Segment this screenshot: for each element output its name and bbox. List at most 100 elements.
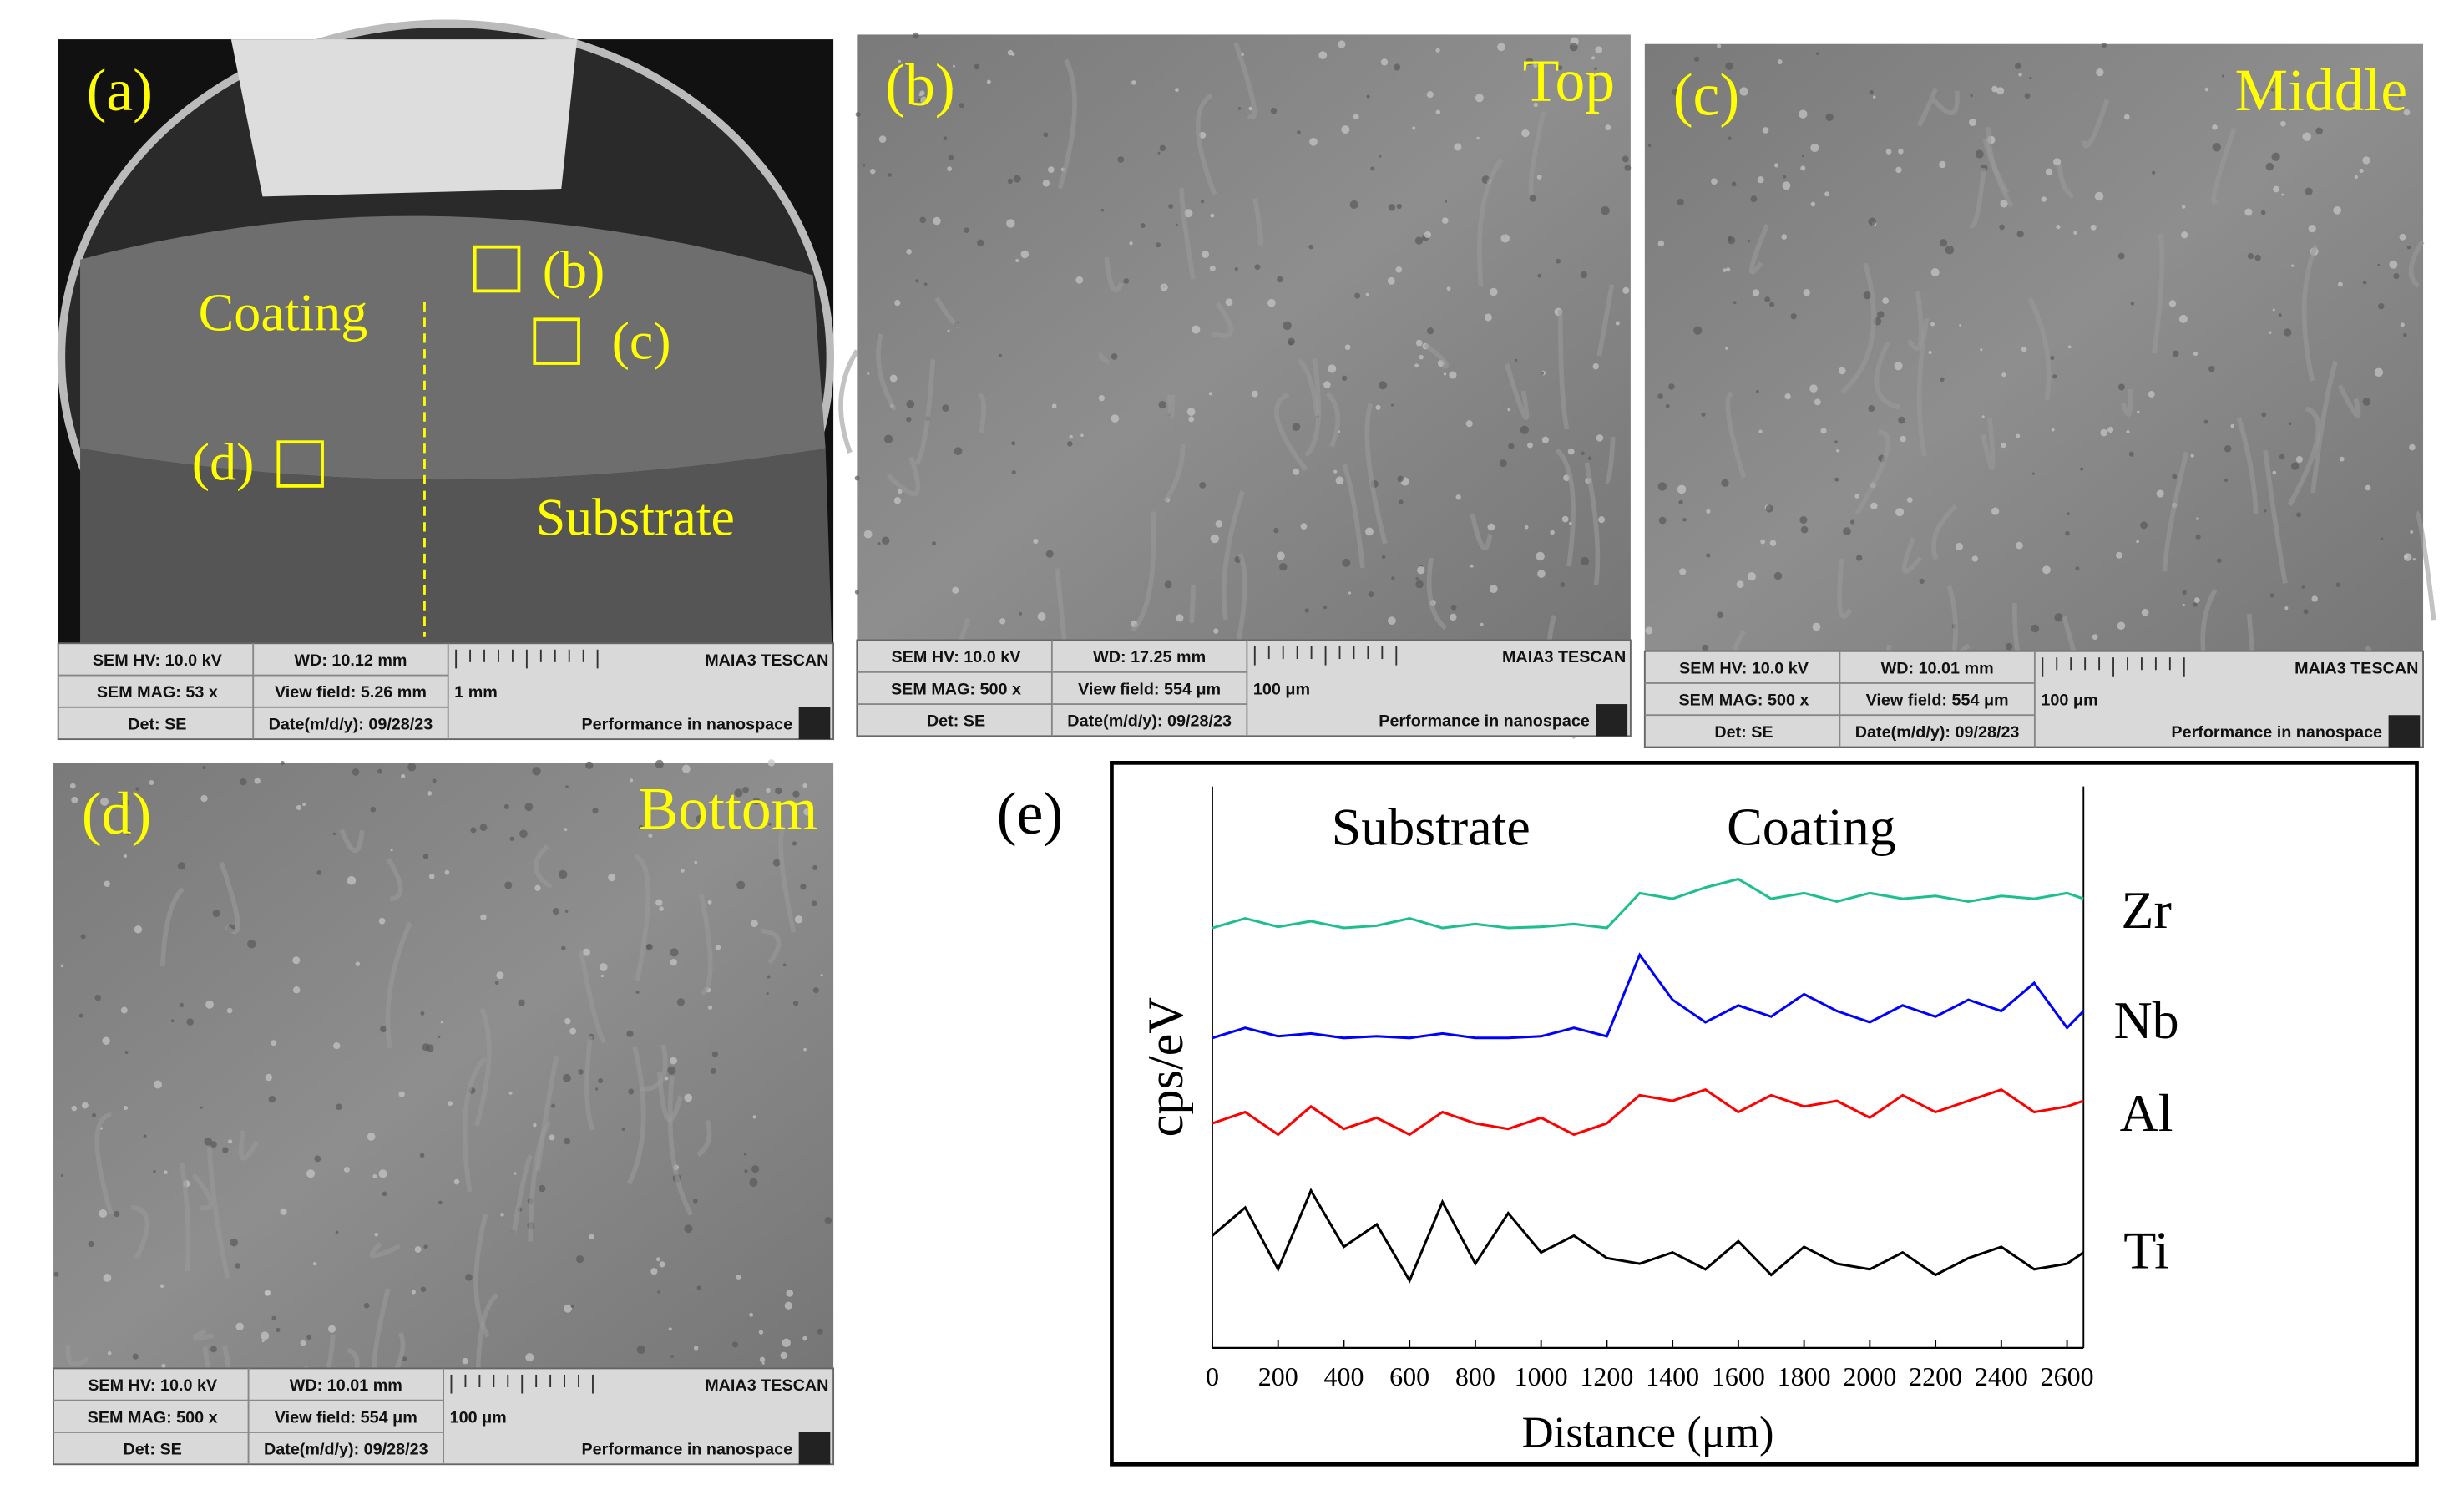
texture bbox=[1721, 479, 1729, 487]
texture bbox=[163, 1170, 168, 1175]
texture bbox=[766, 788, 771, 793]
texture bbox=[1441, 217, 1449, 224]
texture bbox=[707, 900, 712, 905]
texture bbox=[870, 168, 876, 175]
texture bbox=[1824, 191, 1830, 197]
texture bbox=[1388, 616, 1396, 625]
texture bbox=[1855, 555, 1863, 561]
texture bbox=[2096, 68, 2104, 77]
texture bbox=[1736, 580, 1744, 588]
texture bbox=[1450, 613, 1457, 621]
texture bbox=[959, 103, 964, 109]
texture bbox=[1598, 516, 1606, 524]
texture bbox=[974, 63, 980, 70]
texture bbox=[369, 1241, 402, 1259]
texture bbox=[1557, 65, 1563, 71]
texture bbox=[2362, 281, 2367, 285]
texture bbox=[161, 1363, 166, 1368]
texture bbox=[2337, 384, 2361, 418]
texture bbox=[226, 1007, 233, 1014]
texture bbox=[1940, 377, 1945, 383]
texture bbox=[794, 915, 803, 924]
texture bbox=[564, 910, 569, 913]
texture bbox=[1015, 259, 1019, 263]
x-tick-label: 1600 bbox=[1712, 1361, 1765, 1391]
texture bbox=[1645, 626, 1653, 635]
texture bbox=[2284, 606, 2289, 611]
texture bbox=[1007, 178, 1014, 185]
texture bbox=[696, 1285, 701, 1290]
texture bbox=[986, 79, 991, 84]
texture bbox=[1424, 342, 1450, 369]
texture bbox=[758, 1330, 764, 1335]
texture bbox=[53, 1271, 59, 1277]
texture bbox=[1968, 167, 1986, 229]
texture bbox=[514, 1172, 517, 1175]
texture bbox=[1380, 58, 1389, 66]
x-tick-label: 2400 bbox=[1975, 1361, 2028, 1391]
texture bbox=[1129, 241, 1133, 246]
texture bbox=[1234, 267, 1238, 271]
texture bbox=[2172, 350, 2179, 357]
texture bbox=[2410, 530, 2414, 534]
texture bbox=[1499, 459, 1507, 468]
texture bbox=[2359, 169, 2364, 174]
texture bbox=[2156, 489, 2164, 498]
texture bbox=[247, 940, 256, 949]
texture bbox=[710, 1067, 716, 1074]
texture bbox=[947, 329, 950, 332]
substrate bbox=[80, 448, 832, 644]
texture bbox=[803, 1047, 807, 1052]
texture bbox=[1723, 268, 1727, 272]
texture bbox=[954, 447, 963, 456]
texture bbox=[1390, 403, 1394, 407]
texture bbox=[2273, 185, 2279, 193]
texture bbox=[684, 1224, 693, 1234]
texture bbox=[352, 768, 360, 776]
texture bbox=[1799, 515, 1808, 525]
texture bbox=[838, 349, 859, 454]
texture bbox=[1470, 514, 1493, 550]
texture bbox=[1931, 90, 1960, 116]
texture bbox=[154, 1080, 163, 1089]
texture bbox=[1898, 149, 1904, 155]
texture bbox=[2056, 225, 2061, 230]
texture bbox=[1622, 155, 1629, 163]
texture bbox=[210, 1141, 217, 1148]
info-text: Performance in nanospace bbox=[581, 1441, 792, 1459]
texture bbox=[1414, 236, 1424, 245]
texture bbox=[1850, 519, 1855, 525]
texture bbox=[2333, 205, 2342, 215]
texture bbox=[235, 1322, 244, 1331]
texture bbox=[1809, 384, 1818, 393]
texture bbox=[160, 887, 185, 967]
texture bbox=[2278, 313, 2282, 317]
texture bbox=[2247, 253, 2254, 260]
texture bbox=[670, 959, 677, 966]
texture bbox=[534, 844, 553, 889]
texture bbox=[2181, 205, 2186, 209]
texture bbox=[2100, 428, 2108, 437]
texture bbox=[71, 796, 78, 803]
texture bbox=[1426, 91, 1434, 99]
texture bbox=[768, 823, 772, 826]
info-text: Det: SE bbox=[128, 716, 186, 734]
texture bbox=[1455, 494, 1461, 500]
texture bbox=[1580, 556, 1590, 566]
texture bbox=[2270, 88, 2275, 92]
texture bbox=[1525, 58, 1534, 66]
texture bbox=[1877, 311, 1885, 318]
texture bbox=[205, 1000, 214, 1009]
series-line bbox=[1212, 877, 2084, 930]
texture bbox=[1199, 482, 1207, 489]
texture bbox=[1567, 448, 1575, 455]
texture bbox=[1477, 157, 1504, 286]
texture bbox=[302, 803, 306, 807]
texture bbox=[2303, 609, 2309, 615]
texture bbox=[1836, 448, 1840, 453]
texture bbox=[200, 794, 208, 803]
texture bbox=[802, 1335, 807, 1341]
info-text: WD: 10.01 mm bbox=[290, 1376, 402, 1395]
texture bbox=[1328, 364, 1337, 373]
texture bbox=[1906, 497, 1913, 503]
